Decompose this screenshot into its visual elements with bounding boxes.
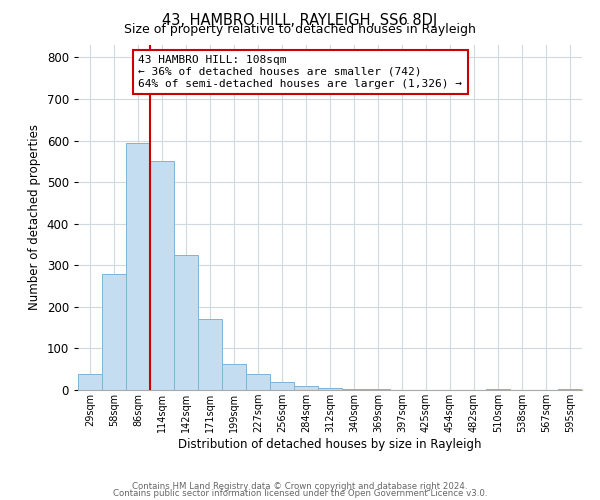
Text: Contains HM Land Registry data © Crown copyright and database right 2024.: Contains HM Land Registry data © Crown c… <box>132 482 468 491</box>
Bar <box>558 389 582 390</box>
Bar <box>222 364 246 390</box>
Bar <box>78 374 102 390</box>
Bar <box>198 320 222 390</box>
Bar <box>126 142 150 390</box>
Text: Size of property relative to detached houses in Rayleigh: Size of property relative to detached ho… <box>124 24 476 36</box>
Text: 43, HAMBRO HILL, RAYLEIGH, SS6 8DJ: 43, HAMBRO HILL, RAYLEIGH, SS6 8DJ <box>163 12 437 28</box>
Bar <box>486 389 510 390</box>
Bar <box>246 374 270 390</box>
Text: Contains public sector information licensed under the Open Government Licence v3: Contains public sector information licen… <box>113 489 487 498</box>
Bar <box>150 162 174 390</box>
X-axis label: Distribution of detached houses by size in Rayleigh: Distribution of detached houses by size … <box>178 438 482 451</box>
Bar <box>294 386 318 390</box>
Bar <box>318 388 342 390</box>
Bar <box>270 382 294 390</box>
Text: 43 HAMBRO HILL: 108sqm
← 36% of detached houses are smaller (742)
64% of semi-de: 43 HAMBRO HILL: 108sqm ← 36% of detached… <box>139 56 463 88</box>
Y-axis label: Number of detached properties: Number of detached properties <box>28 124 41 310</box>
Bar <box>342 389 366 390</box>
Bar <box>174 255 198 390</box>
Bar <box>366 389 390 390</box>
Bar <box>102 274 126 390</box>
